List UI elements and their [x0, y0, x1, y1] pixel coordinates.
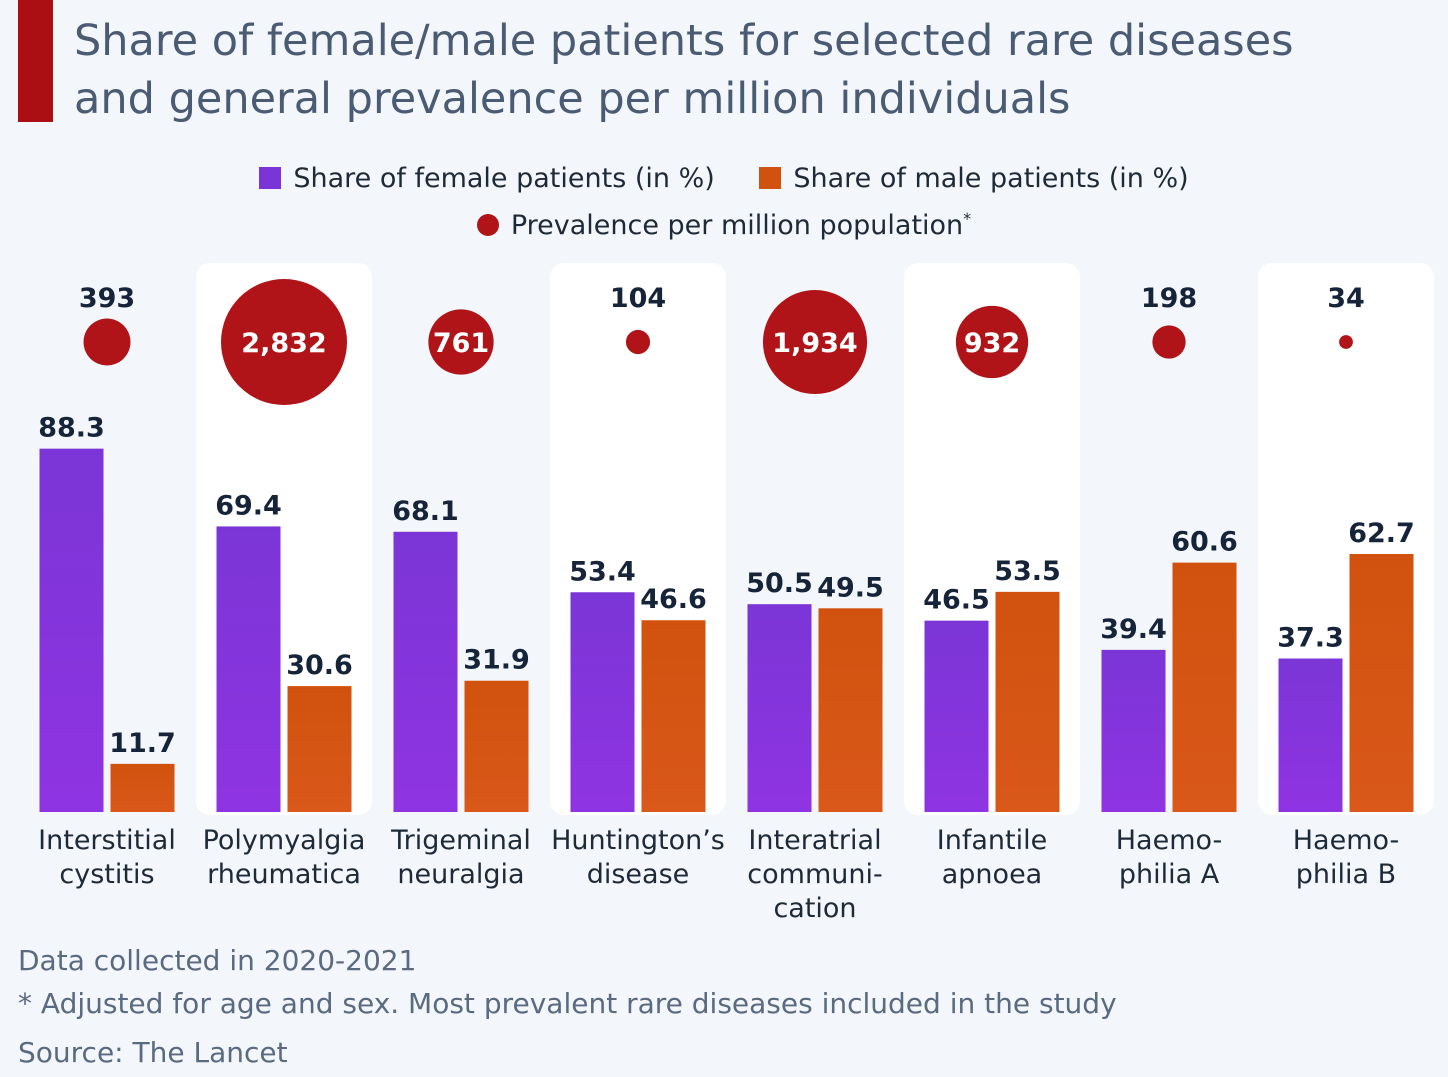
prevalence-label: 1,934	[772, 328, 857, 359]
legend-row-2: Prevalence per million population*	[0, 208, 1448, 241]
male-bar	[1172, 562, 1237, 812]
category-label: rheumatica	[207, 859, 361, 890]
male-bar	[818, 608, 883, 812]
prevalence-bubble	[428, 309, 494, 375]
female-bar	[747, 604, 812, 812]
footnote-collected: Data collected in 2020-2021	[18, 944, 417, 977]
legend-prevalence-dot	[476, 213, 499, 236]
legend-female: Share of female patients (in %)	[259, 163, 715, 194]
footnotes: Data collected in 2020-2021 * Adjusted f…	[18, 942, 1117, 1077]
footnote-adjusted: * Adjusted for age and sex. Most prevale…	[18, 987, 1117, 1020]
category-label: philia A	[1119, 859, 1220, 890]
prevalence-label: 2,832	[241, 328, 326, 359]
female-bar-label: 39.4	[1100, 614, 1167, 645]
legend-prevalence-asterisk: *	[963, 208, 972, 228]
category-label: cation	[773, 893, 856, 924]
prevalence-bubble	[1339, 335, 1353, 349]
legend-prevalence: Prevalence per million population*	[476, 208, 972, 241]
prevalence-label: 34	[1327, 283, 1365, 314]
female-bar	[570, 592, 635, 812]
legend-row-1: Share of female patients (in %) Share of…	[0, 162, 1448, 194]
male-bar-label: 60.6	[1171, 527, 1238, 558]
legend-male-label: Share of male patients (in %)	[793, 163, 1189, 194]
title-accent-bar	[18, 0, 53, 122]
legend-female-label: Share of female patients (in %)	[293, 163, 715, 194]
male-bar-label: 62.7	[1348, 518, 1415, 549]
female-bar	[924, 620, 989, 812]
category-label: Infantile	[937, 825, 1047, 856]
female-bar-label: 37.3	[1277, 623, 1344, 654]
female-bar-label: 50.5	[746, 568, 813, 599]
prevalence-label: 932	[964, 328, 1020, 359]
category-label: Huntington’s	[551, 825, 725, 856]
category-label: Trigeminal	[390, 825, 531, 856]
footnote-source: Source: The Lancet	[18, 1036, 288, 1069]
category-label: Polymyalgia	[203, 825, 366, 856]
category-label: disease	[587, 859, 690, 890]
category-label: cystitis	[59, 859, 154, 890]
male-bar-label: 49.5	[817, 572, 884, 603]
male-bar-label: 53.5	[994, 556, 1061, 587]
prevalence-bubble	[955, 305, 1029, 379]
prevalence-label: 104	[610, 283, 666, 314]
chart-title-line-2: and general prevalence per million indiv…	[74, 74, 1071, 124]
female-bar-label: 53.4	[569, 556, 636, 587]
male-bar	[641, 620, 706, 812]
prevalence-label: 198	[1141, 283, 1197, 314]
prevalence-bubble	[221, 279, 347, 405]
female-bar-label: 68.1	[392, 496, 459, 527]
legend-female-swatch	[259, 167, 282, 189]
male-bar	[287, 686, 352, 812]
category-label: apnoea	[942, 859, 1042, 890]
male-bar-label: 31.9	[463, 645, 530, 676]
chart-title-line-1: Share of female/male patients for select…	[74, 16, 1294, 66]
prevalence-bubble	[1152, 325, 1186, 359]
female-bar	[216, 526, 281, 812]
male-bar	[995, 591, 1060, 812]
prevalence-bubble	[83, 318, 131, 366]
category-label: Haemo-	[1116, 825, 1223, 856]
male-bar	[110, 763, 175, 812]
male-bar	[1349, 553, 1414, 812]
prevalence-label: 761	[433, 328, 489, 359]
female-bar	[39, 448, 104, 812]
prevalence-bubble	[762, 289, 868, 395]
female-bar-label: 46.5	[923, 585, 990, 616]
category-label: Interstitial	[38, 825, 176, 856]
female-bar-label: 69.4	[215, 490, 282, 521]
category-label: Haemo-	[1293, 825, 1400, 856]
female-bar	[1101, 649, 1166, 812]
male-bar	[464, 680, 529, 812]
male-bar-label: 11.7	[109, 728, 176, 759]
female-bar	[393, 531, 458, 812]
male-bar-label: 30.6	[286, 650, 353, 681]
prevalence-label: 393	[79, 283, 135, 314]
male-bar-label: 46.6	[640, 584, 707, 615]
legend-male-swatch	[759, 167, 782, 189]
prevalence-bubble	[625, 329, 651, 355]
category-label: neuralgia	[397, 859, 524, 890]
chart-title: Share of female/male patients for select…	[74, 12, 1414, 128]
legend-male: Share of male patients (in %)	[759, 163, 1189, 194]
legend-prevalence-label: Prevalence per million population	[510, 209, 964, 241]
category-label: communi-	[747, 859, 882, 890]
category-label: philia B	[1296, 859, 1396, 890]
female-bar	[1278, 658, 1343, 812]
category-label: Interatrial	[748, 825, 881, 856]
female-bar-label: 88.3	[38, 413, 105, 444]
